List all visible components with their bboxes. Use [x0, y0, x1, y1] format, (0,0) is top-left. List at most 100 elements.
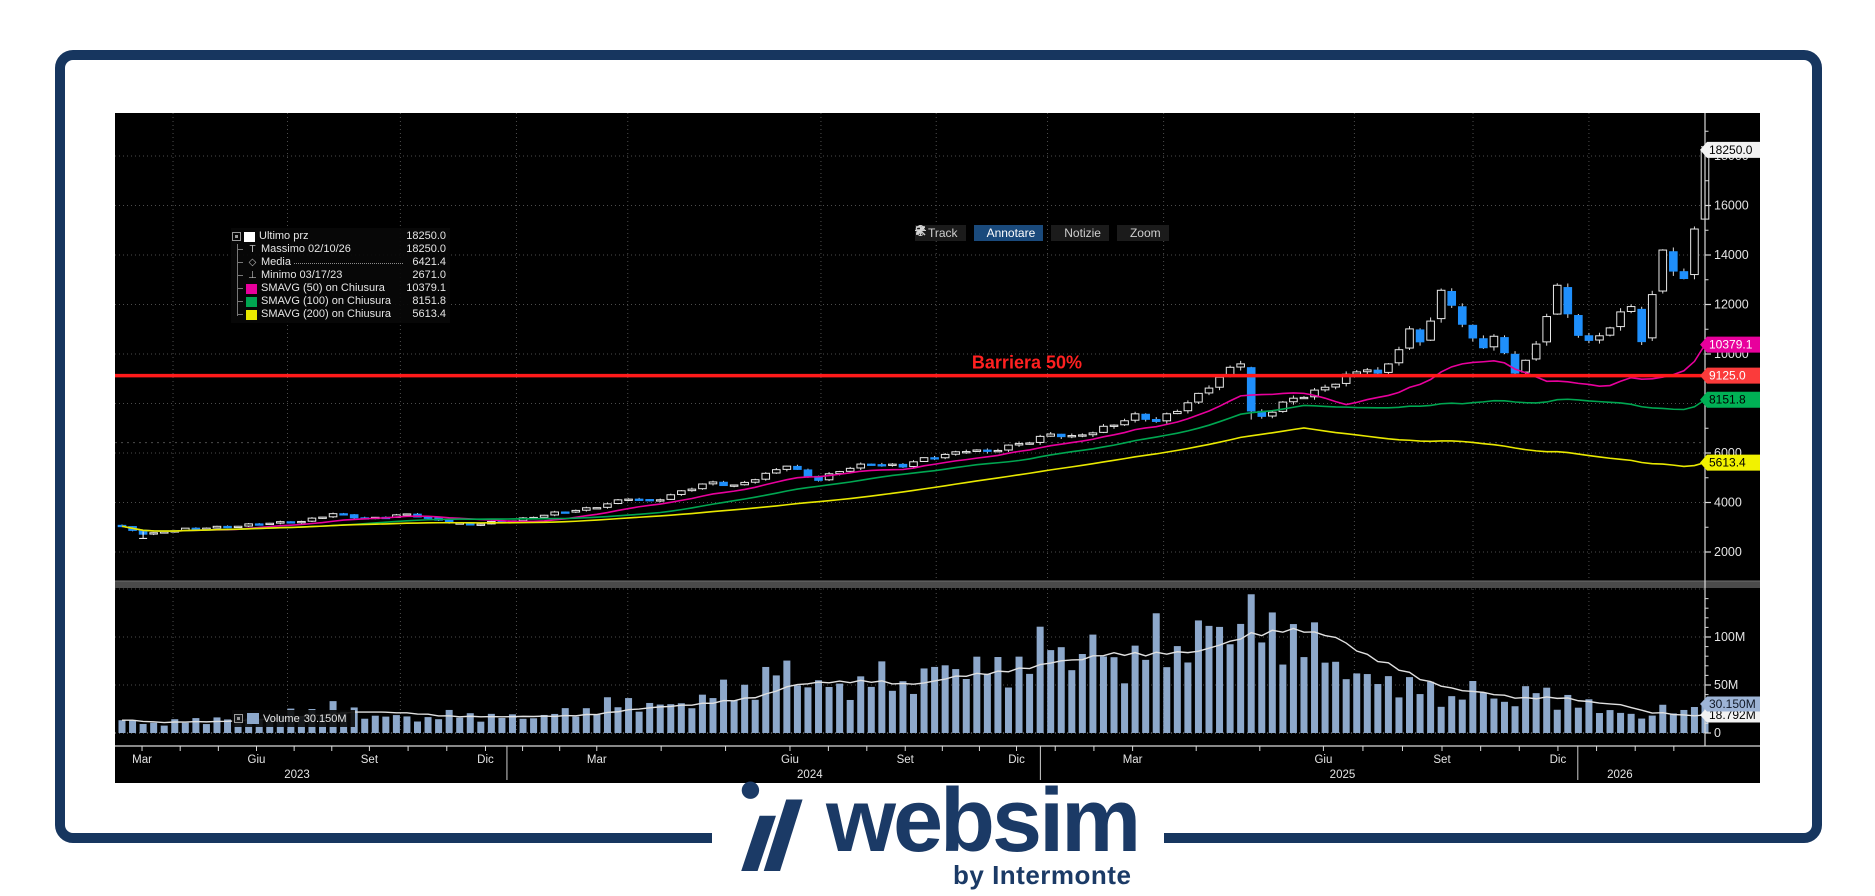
legend-value: 10379.1	[406, 282, 446, 294]
svg-text:Set: Set	[361, 754, 379, 766]
diamond-icon: ◇	[248, 257, 257, 268]
legend-value: 5613.4	[412, 308, 446, 320]
svg-text:30.150M: 30.150M	[1709, 697, 1756, 711]
barrier-label: Barriera 50%	[972, 353, 1082, 373]
volume-legend-value: 30.150M	[303, 712, 347, 725]
expander-icon[interactable]	[232, 232, 241, 241]
chart-toolbar[interactable]: Track Annotare Notizie Zoom	[915, 225, 1169, 241]
chart-panel[interactable]: Ultimo prz 18250.0 T Massimo 02/10/26 18250.…	[115, 113, 1760, 783]
svg-text:Giu: Giu	[1314, 754, 1332, 766]
legend-branch	[237, 262, 243, 263]
toolbar-item-label: Zoom	[1129, 226, 1161, 240]
smavg-100-line	[121, 398, 1706, 532]
svg-text:Dic: Dic	[1550, 754, 1567, 766]
expander-icon[interactable]	[234, 714, 243, 723]
svg-text:Dic: Dic	[1008, 754, 1025, 766]
series-swatch	[246, 283, 257, 294]
legend-row-2[interactable]: ◇ Media 6421.4	[231, 256, 450, 269]
time-axis[interactable]: Mar Giu Set Dic Mar Giu Set Dic Mar Giu Set Dic 2023…	[115, 745, 1760, 781]
legend-label: SMAVG (200) on Chiusura	[261, 308, 392, 320]
legend-label: Minimo 03/17/23	[261, 269, 343, 281]
legend-branch	[237, 314, 243, 315]
price-volume-chart[interactable]: Barriera 50%2000400060008000100001200014…	[115, 113, 1760, 783]
legend-value: 18250.0	[406, 230, 446, 242]
svg-text:14000: 14000	[1714, 248, 1749, 262]
legend-label: SMAVG (50) on Chiusura	[261, 282, 385, 294]
websim-wordmark: websim	[826, 771, 1141, 871]
svg-text:Set: Set	[897, 754, 915, 766]
legend-row-0[interactable]: Ultimo prz 18250.0	[231, 230, 450, 243]
series-swatch	[244, 231, 255, 242]
legend-row-1[interactable]: T Massimo 02/10/26 18250.0	[231, 243, 450, 256]
legend-value: 8151.8	[412, 295, 446, 307]
legend-value: 2671.0	[412, 269, 446, 281]
svg-text:4000: 4000	[1714, 496, 1742, 510]
svg-text:Mar: Mar	[587, 754, 607, 766]
toolbar-item-label: Track	[928, 226, 958, 240]
dotted-leader	[293, 262, 404, 264]
chart-legend[interactable]: Ultimo prz 18250.0 T Massimo 02/10/26 18250.…	[231, 228, 450, 323]
toolbar-item-annotare[interactable]: Annotare	[916, 225, 1044, 241]
toolbar-item-label: Annotare	[986, 226, 1036, 240]
svg-text:5613.4: 5613.4	[1709, 456, 1746, 470]
svg-text:9125.0: 9125.0	[1709, 369, 1746, 383]
svg-text:2023: 2023	[284, 769, 310, 781]
svg-text:10379.1: 10379.1	[1709, 338, 1753, 352]
toolbar-item-zoom[interactable]: Zoom	[915, 225, 1169, 241]
legend-row-4[interactable]: SMAVG (50) on Chiusura 10379.1	[231, 282, 450, 295]
legend-label: Media	[261, 256, 291, 268]
legend-label: Ultimo prz	[259, 230, 309, 242]
svg-text:Mar: Mar	[1123, 754, 1143, 766]
svg-text:Dic: Dic	[477, 754, 494, 766]
volume-average-line	[121, 627, 1706, 724]
legend-tree-line	[237, 244, 238, 316]
legend-label: Massimo 02/10/26	[261, 243, 351, 255]
axis-tags: 18.792M30.150M18250.010379.19125.08151.8…	[1700, 141, 1760, 723]
low-tee-icon: ⊥	[248, 270, 257, 281]
volume-legend-label: Volume	[263, 712, 300, 725]
candles-layer	[117, 149, 1710, 536]
legend-branch	[237, 275, 243, 276]
panel-divider[interactable]	[115, 580, 1760, 588]
legend-row-6[interactable]: SMAVG (200) on Chiusura 5613.4	[231, 308, 450, 321]
legend-row-5[interactable]: SMAVG (100) on Chiusura 8151.8	[231, 295, 450, 308]
legend-value: 6421.4	[412, 256, 446, 268]
toolbar-item-notizie[interactable]: Notizie	[916, 225, 1109, 241]
series-swatch	[246, 296, 257, 307]
svg-text:8151.8: 8151.8	[1709, 393, 1746, 407]
svg-text:2025: 2025	[1330, 769, 1356, 781]
high-tee-icon: T	[249, 244, 256, 255]
barrier-layer: Barriera 50%	[115, 353, 1705, 378]
svg-text:Giu: Giu	[248, 754, 266, 766]
svg-text:Mar: Mar	[132, 754, 152, 766]
toolbar-item-label: Notizie	[1064, 226, 1101, 240]
grid-lines	[115, 113, 1705, 734]
websim-byline: by Intermonte	[953, 860, 1132, 890]
legend-label: SMAVG (100) on Chiusura	[261, 295, 392, 307]
legend-row-3[interactable]: ⊥ Minimo 03/17/23 2671.0	[231, 269, 450, 282]
svg-text:2024: 2024	[797, 769, 823, 781]
svg-text:Giu: Giu	[781, 754, 799, 766]
svg-text:2000: 2000	[1714, 545, 1742, 559]
legend-value: 18250.0	[406, 243, 446, 255]
svg-text:2026: 2026	[1607, 769, 1633, 781]
smavg-200-line	[121, 427, 1706, 532]
smavg-lines	[121, 344, 1706, 532]
svg-text:0: 0	[1714, 726, 1721, 740]
svg-text:16000: 16000	[1714, 199, 1749, 213]
smavg-50-line	[121, 344, 1706, 532]
svg-text:50M: 50M	[1714, 678, 1738, 692]
legend-branch	[237, 249, 243, 250]
legend-branch	[237, 301, 243, 302]
minmax-markers	[139, 146, 1709, 539]
series-swatch	[246, 309, 257, 320]
svg-text:18250.0: 18250.0	[1709, 143, 1753, 157]
svg-text:100M: 100M	[1714, 630, 1745, 644]
volume-swatch	[247, 713, 259, 724]
svg-text:Set: Set	[1433, 754, 1451, 766]
price-axis[interactable]: 2000400060008000100001200014000160001800…	[1704, 113, 1749, 746]
legend-branch	[237, 288, 243, 289]
volume-legend[interactable]: Volume 30.150M	[232, 710, 355, 727]
websim-mark-icon	[741, 781, 803, 871]
svg-text:12000: 12000	[1714, 298, 1749, 312]
